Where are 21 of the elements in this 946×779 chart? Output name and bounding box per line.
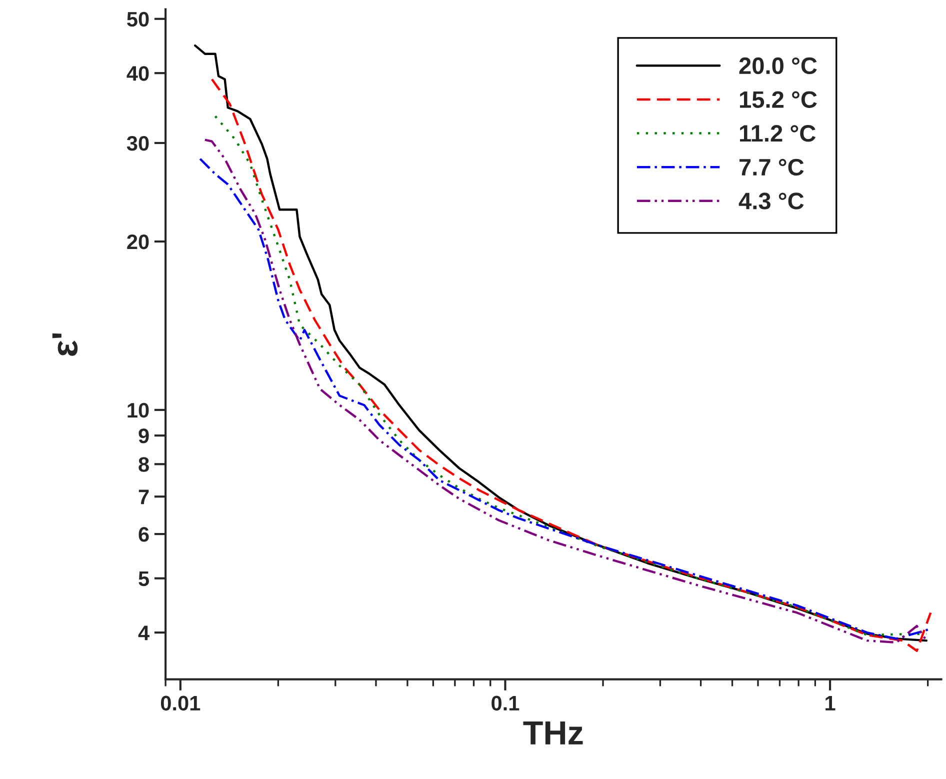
y-tick-label: 40: [126, 66, 149, 81]
y-tick-label: 7: [138, 490, 149, 504]
y-tick-label: 8: [138, 457, 149, 472]
x-tick-label: 0.1: [492, 696, 520, 711]
legend-label: 7.7 °C: [740, 158, 804, 176]
x-axis-title: THz: [523, 721, 583, 744]
legend-label: 11.2 °C: [740, 125, 816, 142]
y-tick-label: 50: [127, 12, 149, 27]
legend-label: 20.0 °C: [739, 57, 817, 74]
y-tick-label: 5: [138, 572, 149, 586]
x-tick-label: 0.01: [160, 696, 200, 711]
legend-label: 15.2 °C: [740, 91, 817, 108]
y-axis-title: ε': [52, 333, 78, 356]
y-tick-label: 30: [126, 136, 149, 151]
x-tick-label: 1: [826, 696, 836, 710]
y-tick-label: 20: [127, 234, 149, 250]
y-tick-label: 10: [128, 402, 149, 418]
y-tick-label: 6: [138, 527, 149, 542]
y-tick-label: 4: [138, 626, 150, 640]
y-tick-label: 9: [138, 428, 149, 444]
legend-label: 4.3 °C: [738, 192, 804, 210]
